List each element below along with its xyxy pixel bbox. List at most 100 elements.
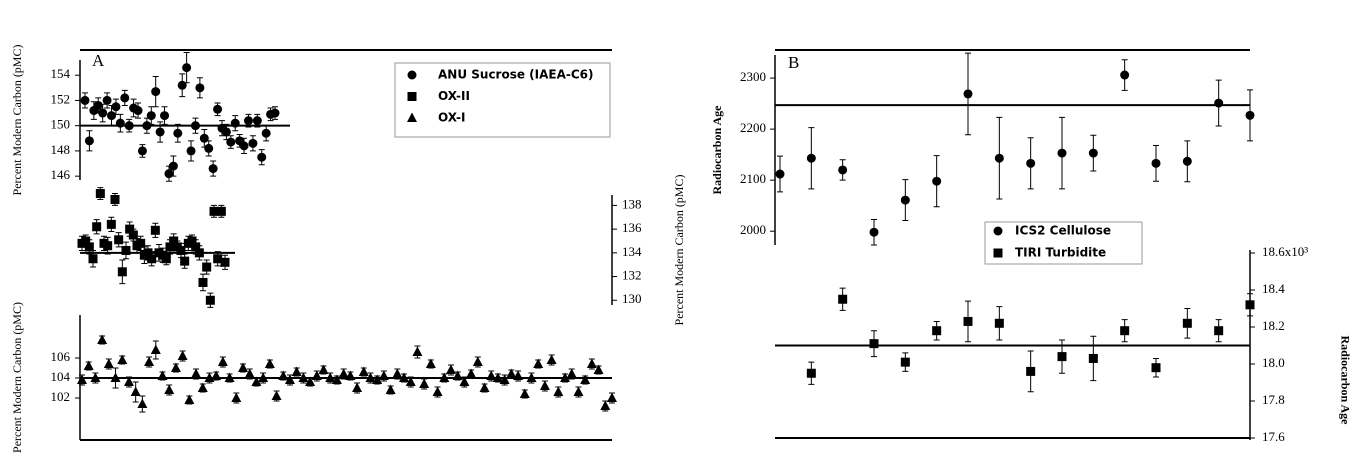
point xyxy=(114,235,124,245)
point xyxy=(110,194,120,204)
point xyxy=(439,372,450,382)
y-axis-title: Percent Modern Carbon (pMC) xyxy=(10,302,24,453)
y2-tick-label: 18.2 xyxy=(1262,318,1285,333)
point xyxy=(111,102,121,112)
point xyxy=(168,161,178,171)
legend-box xyxy=(984,221,1143,265)
point xyxy=(492,372,503,382)
y-tick-label: 2100 xyxy=(740,171,766,186)
point xyxy=(177,350,188,360)
point xyxy=(506,368,517,378)
point xyxy=(425,358,436,368)
point xyxy=(257,152,267,162)
point xyxy=(125,224,135,234)
point xyxy=(107,111,117,121)
point xyxy=(311,370,322,380)
point xyxy=(270,108,280,118)
point xyxy=(452,370,463,380)
point xyxy=(195,83,205,93)
y-tick-label: 152 xyxy=(51,91,71,106)
point xyxy=(963,316,973,326)
point xyxy=(1026,366,1036,376)
point xyxy=(331,374,342,384)
point xyxy=(84,242,94,252)
y2-tick-label: 18.6x10³ xyxy=(1262,244,1308,259)
point xyxy=(806,153,816,163)
point xyxy=(142,121,152,131)
point xyxy=(220,257,230,267)
point xyxy=(198,277,208,287)
point xyxy=(338,368,349,378)
y2-tick-label: 18.4 xyxy=(1262,281,1285,296)
point xyxy=(182,63,192,73)
point xyxy=(412,346,423,356)
point xyxy=(284,374,295,384)
point xyxy=(1214,326,1224,336)
y-tick-label: 2300 xyxy=(740,69,766,84)
point xyxy=(994,318,1004,328)
point xyxy=(405,376,416,386)
point xyxy=(173,128,183,138)
point xyxy=(519,388,530,398)
point xyxy=(560,372,571,382)
point xyxy=(117,267,127,277)
point xyxy=(130,386,141,396)
legend-label: OX-II xyxy=(438,89,470,103)
legend-marker xyxy=(407,70,417,80)
point xyxy=(211,370,222,380)
y-tick-label: 106 xyxy=(51,349,71,364)
point xyxy=(1182,156,1192,166)
point xyxy=(278,370,289,380)
point xyxy=(553,386,564,396)
point xyxy=(1057,352,1067,362)
point xyxy=(806,368,816,378)
point xyxy=(533,358,544,368)
point xyxy=(243,116,253,126)
y-tick-label: 132 xyxy=(622,268,642,283)
point xyxy=(117,354,128,364)
point xyxy=(271,390,282,400)
point xyxy=(106,219,116,229)
point xyxy=(103,241,113,251)
point xyxy=(994,153,1004,163)
point xyxy=(385,384,396,394)
point xyxy=(900,357,910,367)
point xyxy=(197,382,208,392)
point xyxy=(102,95,112,105)
point xyxy=(121,245,131,255)
point xyxy=(513,370,524,380)
point xyxy=(1120,70,1130,80)
point xyxy=(238,362,249,372)
point xyxy=(318,364,329,374)
point xyxy=(213,104,223,114)
point xyxy=(248,138,258,148)
legend-marker xyxy=(407,112,417,122)
point xyxy=(230,118,240,128)
point xyxy=(208,164,218,174)
point xyxy=(95,189,105,199)
point xyxy=(191,242,201,252)
y-axis-title: Radiocarbon Age xyxy=(710,105,724,195)
point xyxy=(775,169,785,179)
point xyxy=(838,165,848,175)
point xyxy=(151,87,161,97)
point xyxy=(231,392,242,402)
point xyxy=(137,398,148,408)
point xyxy=(566,368,577,378)
point xyxy=(1088,148,1098,158)
point xyxy=(199,133,209,143)
point xyxy=(80,95,90,105)
point xyxy=(191,368,202,378)
legend-marker xyxy=(407,92,417,101)
point xyxy=(180,256,190,266)
point xyxy=(539,380,550,390)
panel-label: B xyxy=(788,53,799,72)
point xyxy=(150,225,160,235)
point xyxy=(392,368,403,378)
point xyxy=(120,93,130,103)
point xyxy=(137,146,147,156)
point xyxy=(1214,98,1224,108)
point xyxy=(204,143,214,153)
point xyxy=(150,344,161,354)
